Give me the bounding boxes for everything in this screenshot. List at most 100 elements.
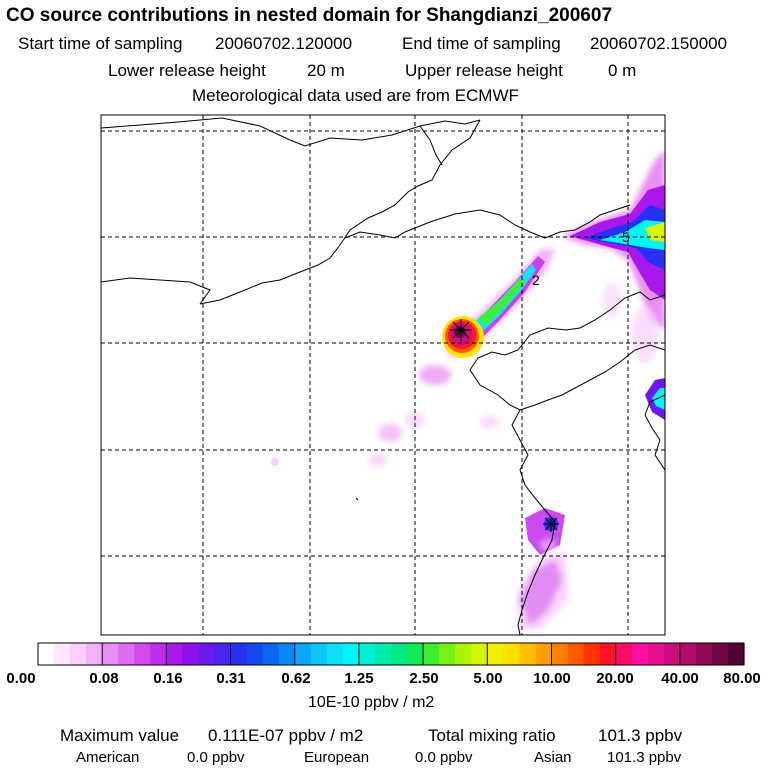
receptor-star-icon: [543, 516, 559, 532]
hotspot-core: [454, 326, 466, 338]
patch-5: [480, 416, 500, 428]
colorbar-swatch-29: [503, 643, 520, 665]
colorbar-swatch-4: [102, 643, 119, 665]
colorbar-swatch-30: [519, 643, 537, 665]
colorbar-swatch-12: [230, 643, 248, 665]
colorbar-swatch-27: [471, 643, 488, 665]
upper-height-value: 0 m: [608, 61, 637, 80]
colorbar-swatch-35: [599, 643, 617, 665]
colorbar-swatch-3: [86, 643, 103, 665]
colorbar-swatch-39: [663, 643, 681, 665]
lower-height-value: 20 m: [307, 61, 345, 80]
colorbar-swatch-28: [487, 643, 504, 665]
colorbar-swatch-14: [262, 643, 280, 665]
colorbar-swatch-2: [70, 643, 87, 665]
colorbar-tick-5: 1.25: [344, 670, 374, 687]
colorbar-swatch-10: [198, 643, 216, 665]
colorbar-swatch-41: [695, 643, 713, 665]
colorbar-tick-9: 20.00: [596, 670, 634, 687]
coast-east-arm: [529, 204, 631, 239]
colorbar-swatch-37: [631, 643, 649, 665]
colorbar-swatch-18: [326, 643, 344, 665]
region-european-label: European: [304, 749, 370, 766]
max-value: 0.111E-07 ppbv / m2: [208, 726, 364, 745]
plume-layer: [271, 150, 665, 630]
lower-height-label: Lower release height: [108, 61, 266, 80]
colorbar-swatch-40: [679, 643, 697, 665]
colorbar-tick-7: 5.00: [473, 670, 503, 687]
coast-south: [511, 409, 556, 635]
total-mixing-label: Total mixing ratio: [428, 726, 556, 745]
region-european-value: 0.0 ppbv: [415, 749, 473, 766]
colorbar-swatch-7: [150, 643, 167, 665]
upper-height-label: Upper release height: [405, 61, 563, 80]
contour-label-2: 2: [532, 272, 540, 288]
colorbar-swatch-42: [711, 643, 729, 665]
contour-label-5: 5: [622, 229, 630, 245]
colorbar-swatch-11: [214, 643, 232, 665]
colorbar-swatch-25: [439, 643, 456, 665]
patch-4: [369, 453, 387, 467]
colorbar-swatch-16: [294, 643, 312, 665]
patch-9: [602, 282, 622, 318]
met-data-note: Meteorological data used are from ECMWF: [192, 86, 519, 105]
end-time-label: End time of sampling: [402, 34, 561, 53]
colorbar-swatch-20: [358, 643, 376, 665]
end-time-value: 20060702.150000: [590, 34, 728, 53]
map-frame: [100, 114, 666, 636]
patch-8: [631, 307, 659, 363]
region-american-label: American: [76, 749, 140, 766]
coast-bohai-north: [199, 119, 481, 305]
colorbar-swatch-21: [374, 643, 392, 665]
colorbar-swatch-23: [407, 643, 424, 665]
colorbar-swatch-26: [455, 643, 472, 665]
plume-main-green: [478, 278, 526, 326]
plume-east-cyan: [652, 388, 665, 410]
patch-6: [271, 458, 279, 466]
chart-title: CO source contributions in nested domain…: [6, 5, 613, 26]
total-mixing-value: 101.3 ppbv: [598, 726, 683, 745]
colorbar-swatch-32: [551, 643, 569, 665]
patch-1: [419, 365, 451, 385]
region-asian-value: 101.3 ppbv: [607, 749, 682, 766]
colorbar-tick-8: 10.00: [533, 670, 571, 687]
colorbar-swatch-1: [54, 643, 71, 665]
colorbar-swatch-24: [423, 643, 440, 665]
lat-lon-grid: [101, 115, 665, 635]
max-value-label: Maximum value: [60, 726, 180, 745]
colorbar-swatch-8: [166, 643, 184, 665]
colorbar-tick-6: 2.50: [409, 670, 439, 687]
colorbar-swatch-33: [567, 643, 585, 665]
colorbar-frame: [37, 642, 745, 666]
colorbar-swatch-43: [727, 643, 745, 665]
colorbar-swatch-22: [391, 643, 408, 665]
colorbar-swatch-9: [182, 643, 200, 665]
region-asian-label: Asian: [534, 749, 572, 766]
coast-lower: [101, 277, 211, 305]
patch-2: [378, 424, 402, 442]
colorbar-swatch-19: [342, 643, 360, 665]
start-time-value: 20060702.120000: [215, 34, 353, 53]
colorbar-tick-2: 0.16: [153, 670, 183, 687]
coast-peninsula: [469, 291, 665, 411]
colorbar: [37, 642, 745, 666]
border-nw: [419, 125, 443, 166]
colorbar-tick-0: 0.00: [6, 670, 36, 687]
colorbar-tick-11: 80.00: [723, 670, 761, 687]
region-american-value: 0.0 ppbv: [187, 749, 245, 766]
patch-7: [540, 539, 556, 551]
source-star-icon: [450, 319, 472, 341]
coastline-layer: [101, 117, 665, 635]
colorbar-swatch-34: [583, 643, 601, 665]
colorbar-swatch-15: [278, 643, 296, 665]
colorbar-tick-1: 0.08: [89, 670, 119, 687]
colorbar-tick-4: 0.62: [281, 670, 311, 687]
colorbar-swatch-6: [134, 643, 151, 665]
plume-south-2-pale: [518, 552, 568, 630]
coast-bay: [344, 209, 531, 239]
colorbar-swatch-36: [615, 643, 633, 665]
colorbar-swatch-17: [310, 643, 328, 665]
island-1: [355, 497, 359, 501]
coast-east-edge: [644, 394, 665, 471]
